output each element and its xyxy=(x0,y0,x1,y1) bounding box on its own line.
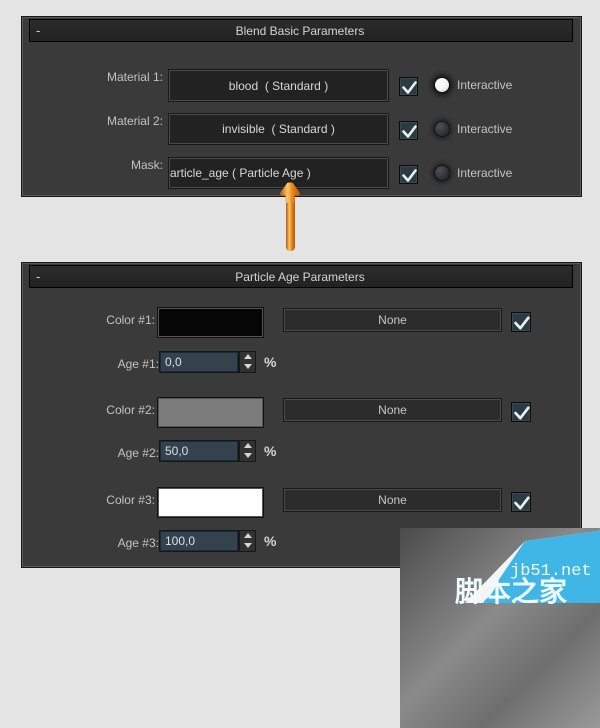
svg-text:脚本之家: 脚本之家 xyxy=(455,575,567,607)
